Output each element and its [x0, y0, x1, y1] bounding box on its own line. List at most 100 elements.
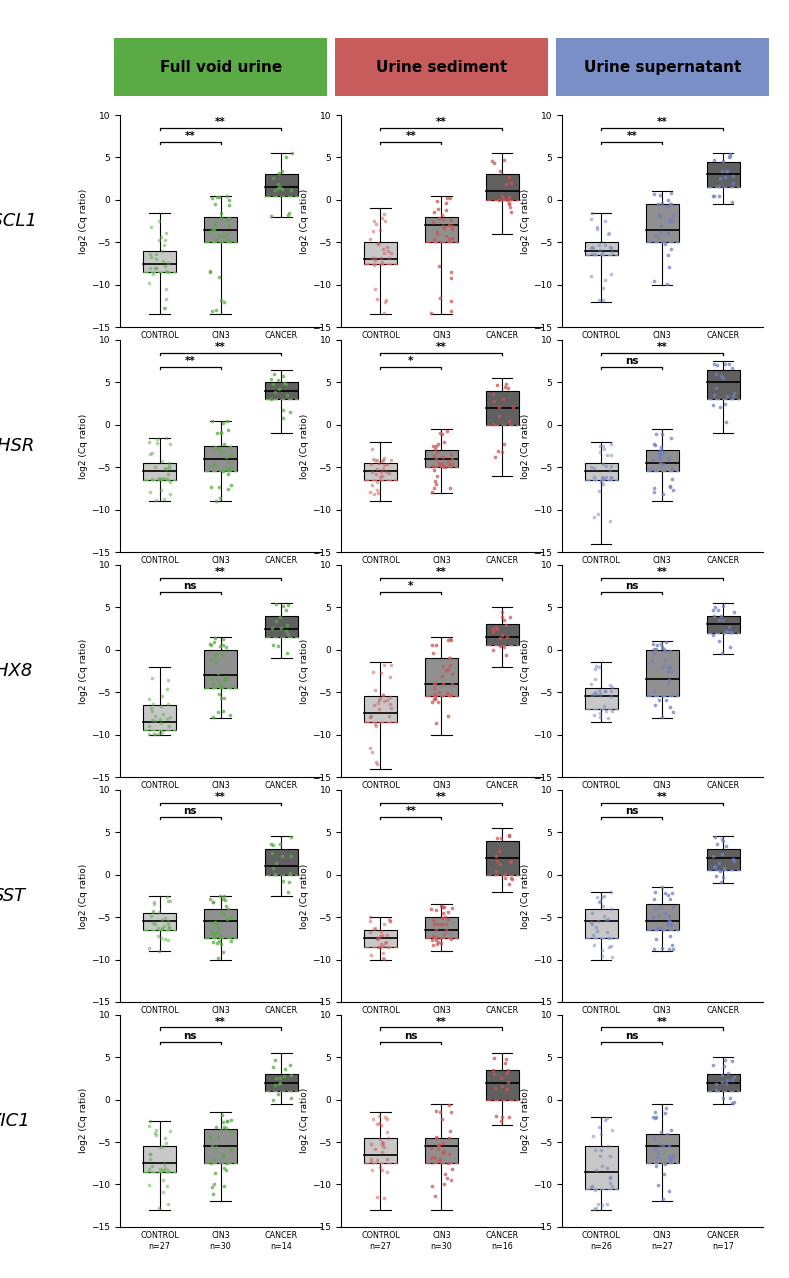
Text: CIN3
n=30: CIN3 n=30: [431, 556, 452, 575]
Text: ns: ns: [625, 1031, 638, 1042]
Point: [365, 946, 377, 966]
FancyBboxPatch shape: [364, 243, 397, 263]
Point: [161, 261, 174, 281]
Text: CIN3
n=30: CIN3 n=30: [431, 1231, 452, 1250]
Point: [601, 1108, 614, 1128]
Point: [604, 1168, 616, 1189]
Point: [143, 1116, 155, 1136]
Text: **: **: [436, 791, 447, 801]
Point: [649, 1139, 661, 1159]
Point: [588, 684, 600, 704]
Point: [708, 185, 720, 206]
Point: [494, 635, 507, 656]
Point: [376, 1134, 389, 1154]
Point: [663, 910, 675, 930]
Point: [659, 649, 671, 670]
Point: [664, 640, 677, 661]
Point: [219, 638, 232, 658]
Point: [269, 864, 282, 884]
Point: [585, 674, 597, 694]
Point: [588, 466, 600, 487]
Point: [206, 1135, 219, 1155]
Point: [221, 459, 234, 479]
Text: CONTROL
n=27: CONTROL n=27: [140, 1006, 179, 1025]
Point: [431, 933, 443, 953]
Point: [216, 635, 229, 656]
Point: [721, 161, 734, 181]
Point: [372, 483, 384, 504]
Text: CONTROL
n=25: CONTROL n=25: [582, 781, 621, 800]
Point: [657, 454, 670, 474]
Point: [442, 658, 454, 679]
Point: [158, 1160, 170, 1181]
Point: [495, 602, 508, 622]
FancyBboxPatch shape: [265, 1074, 298, 1091]
Point: [604, 455, 617, 475]
Point: [144, 1144, 157, 1164]
Point: [715, 1065, 727, 1085]
Point: [442, 902, 454, 923]
Point: [379, 1107, 391, 1127]
Point: [365, 454, 378, 474]
Text: CONTROL
n=27: CONTROL n=27: [361, 1006, 400, 1025]
Point: [436, 424, 448, 445]
Point: [434, 1102, 447, 1122]
Point: [590, 1199, 603, 1219]
Text: CANCER
n=17: CANCER n=17: [707, 1006, 740, 1025]
Point: [222, 460, 235, 481]
Point: [720, 412, 732, 432]
Point: [594, 703, 607, 723]
Point: [498, 150, 510, 170]
Point: [283, 863, 296, 883]
Point: [433, 1149, 446, 1169]
Point: [662, 661, 675, 681]
Point: [204, 261, 216, 281]
Point: [724, 1088, 736, 1108]
Point: [499, 1049, 512, 1070]
Point: [282, 204, 295, 225]
Point: [490, 617, 503, 638]
Point: [665, 469, 678, 489]
Text: ns: ns: [625, 581, 638, 592]
FancyBboxPatch shape: [143, 1146, 176, 1172]
Point: [218, 435, 230, 455]
Point: [664, 1150, 676, 1171]
Point: [369, 716, 382, 736]
Point: [162, 1160, 174, 1181]
Point: [275, 617, 288, 638]
Point: [273, 380, 286, 400]
Text: **: **: [657, 566, 667, 576]
Point: [649, 1102, 661, 1122]
Point: [222, 451, 234, 472]
Point: [443, 629, 456, 649]
Point: [653, 445, 665, 465]
Point: [445, 1169, 458, 1190]
Point: [269, 1075, 282, 1095]
Point: [212, 267, 225, 288]
Point: [207, 892, 219, 912]
Point: [661, 450, 674, 470]
Point: [428, 470, 441, 491]
Point: [606, 1176, 619, 1196]
Point: [376, 1131, 388, 1151]
FancyBboxPatch shape: [707, 849, 740, 870]
Point: [276, 400, 289, 420]
Point: [716, 643, 729, 663]
Point: [596, 1155, 608, 1176]
FancyBboxPatch shape: [645, 649, 679, 697]
Point: [663, 1181, 675, 1201]
Point: [210, 187, 222, 207]
FancyBboxPatch shape: [204, 649, 237, 688]
Point: [648, 271, 660, 291]
Point: [596, 939, 608, 960]
Text: CANCER
n=16: CANCER n=16: [486, 331, 519, 350]
Point: [716, 610, 729, 630]
Point: [648, 639, 660, 659]
Point: [277, 596, 290, 616]
Point: [378, 1136, 391, 1157]
Point: [446, 454, 458, 474]
Point: [438, 924, 451, 944]
Point: [649, 882, 661, 902]
Point: [154, 722, 166, 743]
FancyBboxPatch shape: [645, 204, 679, 243]
